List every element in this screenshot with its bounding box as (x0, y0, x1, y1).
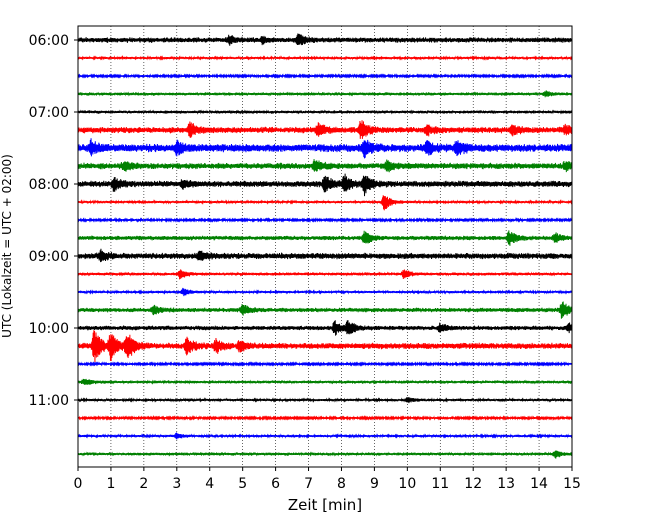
x-tick-label: 7 (304, 476, 313, 492)
y-tick-label: 06:00 (29, 33, 69, 49)
y-axis-ticks: 06:00 07:00 08:00 09:00 10:00 11:00 (29, 33, 78, 409)
trace-line (77, 173, 573, 197)
y-axis-label: UTC (Lokalzeit = UTC + 02:00) (0, 154, 14, 338)
x-tick-label: 15 (563, 476, 581, 492)
y-tick-label: 11:00 (29, 393, 69, 409)
x-tick-label: 11 (431, 476, 449, 492)
trace-line (77, 90, 573, 98)
trace-line (77, 450, 573, 459)
x-tick-label: 13 (497, 476, 515, 492)
x-axis-ticks: 0 1 2 3 4 5 6 7 8 9 10 11 12 13 14 15 (74, 467, 581, 492)
y-tick-label: 08:00 (29, 177, 69, 193)
y-tick-label: 07:00 (29, 105, 69, 121)
y-tick-label: 10:00 (29, 321, 69, 337)
x-tick-label: 14 (530, 476, 548, 492)
trace-line (77, 432, 573, 440)
trace-line (77, 195, 573, 211)
x-tick-label: 2 (139, 476, 148, 492)
trace-line (77, 415, 573, 421)
trace-line (77, 397, 573, 404)
seismic-traces (77, 33, 573, 459)
trace-line (77, 120, 573, 139)
trace-line (77, 330, 573, 363)
trace-line (77, 269, 573, 280)
x-tick-label: 10 (398, 476, 416, 492)
trace-line (77, 33, 573, 46)
trace-line (77, 159, 573, 173)
y-tick-label: 09:00 (29, 249, 69, 265)
trace-line (77, 217, 573, 223)
x-tick-label: 12 (464, 476, 482, 492)
x-axis-label: Zeit [min] (288, 496, 362, 514)
trace-line (77, 301, 573, 319)
trace-line (77, 73, 573, 79)
x-tick-label: 0 (74, 476, 83, 492)
trace-line (77, 248, 573, 263)
x-tick-label: 6 (271, 476, 280, 492)
x-tick-label: 5 (238, 476, 247, 492)
trace-line (77, 138, 573, 159)
x-tick-label: 3 (172, 476, 181, 492)
trace-line (77, 287, 573, 297)
trace-line (77, 230, 573, 246)
trace-line (77, 320, 573, 336)
x-tick-label: 8 (337, 476, 346, 492)
trace-line (77, 109, 573, 115)
plot-background (78, 26, 572, 467)
x-tick-label: 4 (205, 476, 214, 492)
trace-line (77, 55, 573, 61)
plot-frame (77, 25, 573, 468)
trace-line (77, 361, 573, 367)
trace-line (77, 378, 573, 385)
x-tick-label: 9 (370, 476, 379, 492)
x-tick-label: 1 (106, 476, 115, 492)
